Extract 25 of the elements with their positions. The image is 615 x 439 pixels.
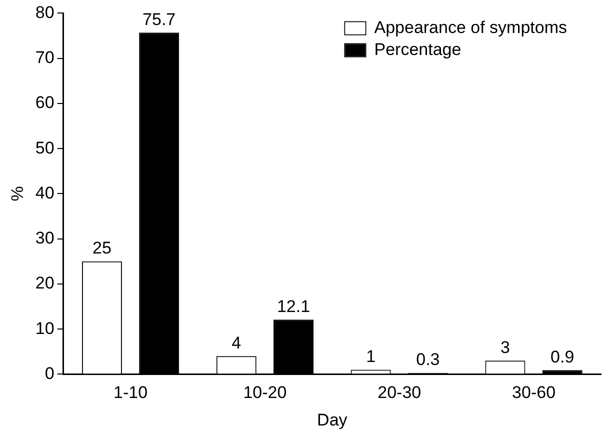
legend-label: Appearance of symptoms bbox=[374, 18, 568, 37]
data-label: 4 bbox=[232, 333, 242, 352]
x-tick-label: 20-30 bbox=[378, 383, 422, 402]
y-tick-label: 80 bbox=[35, 2, 54, 22]
y-tick-label: 20 bbox=[35, 274, 54, 293]
y-tick-label: 50 bbox=[35, 138, 54, 158]
legend-label: Percentage bbox=[374, 40, 462, 59]
x-tick-label: 1-10 bbox=[114, 383, 148, 402]
x-axis-title: Day bbox=[317, 410, 348, 430]
x-tick-label: 10-20 bbox=[243, 383, 287, 402]
data-label: 25 bbox=[92, 238, 112, 258]
y-tick-label: 10 bbox=[35, 318, 54, 338]
data-label: 0.3 bbox=[416, 350, 440, 370]
data-label: 75.7 bbox=[142, 10, 176, 29]
y-axis-title: % bbox=[8, 186, 27, 202]
y-tick-label: 70 bbox=[35, 48, 54, 68]
data-label: 0.9 bbox=[550, 347, 574, 366]
y-tick-label: 30 bbox=[35, 228, 54, 248]
data-label: 1 bbox=[366, 346, 376, 366]
y-tick-label: 60 bbox=[35, 93, 54, 112]
y-tick-label: 0 bbox=[44, 364, 54, 383]
y-tick-label: 40 bbox=[35, 183, 54, 202]
data-label: 12.1 bbox=[276, 296, 310, 316]
data-label: 3 bbox=[500, 338, 510, 357]
x-tick-label: 30-60 bbox=[512, 383, 556, 402]
